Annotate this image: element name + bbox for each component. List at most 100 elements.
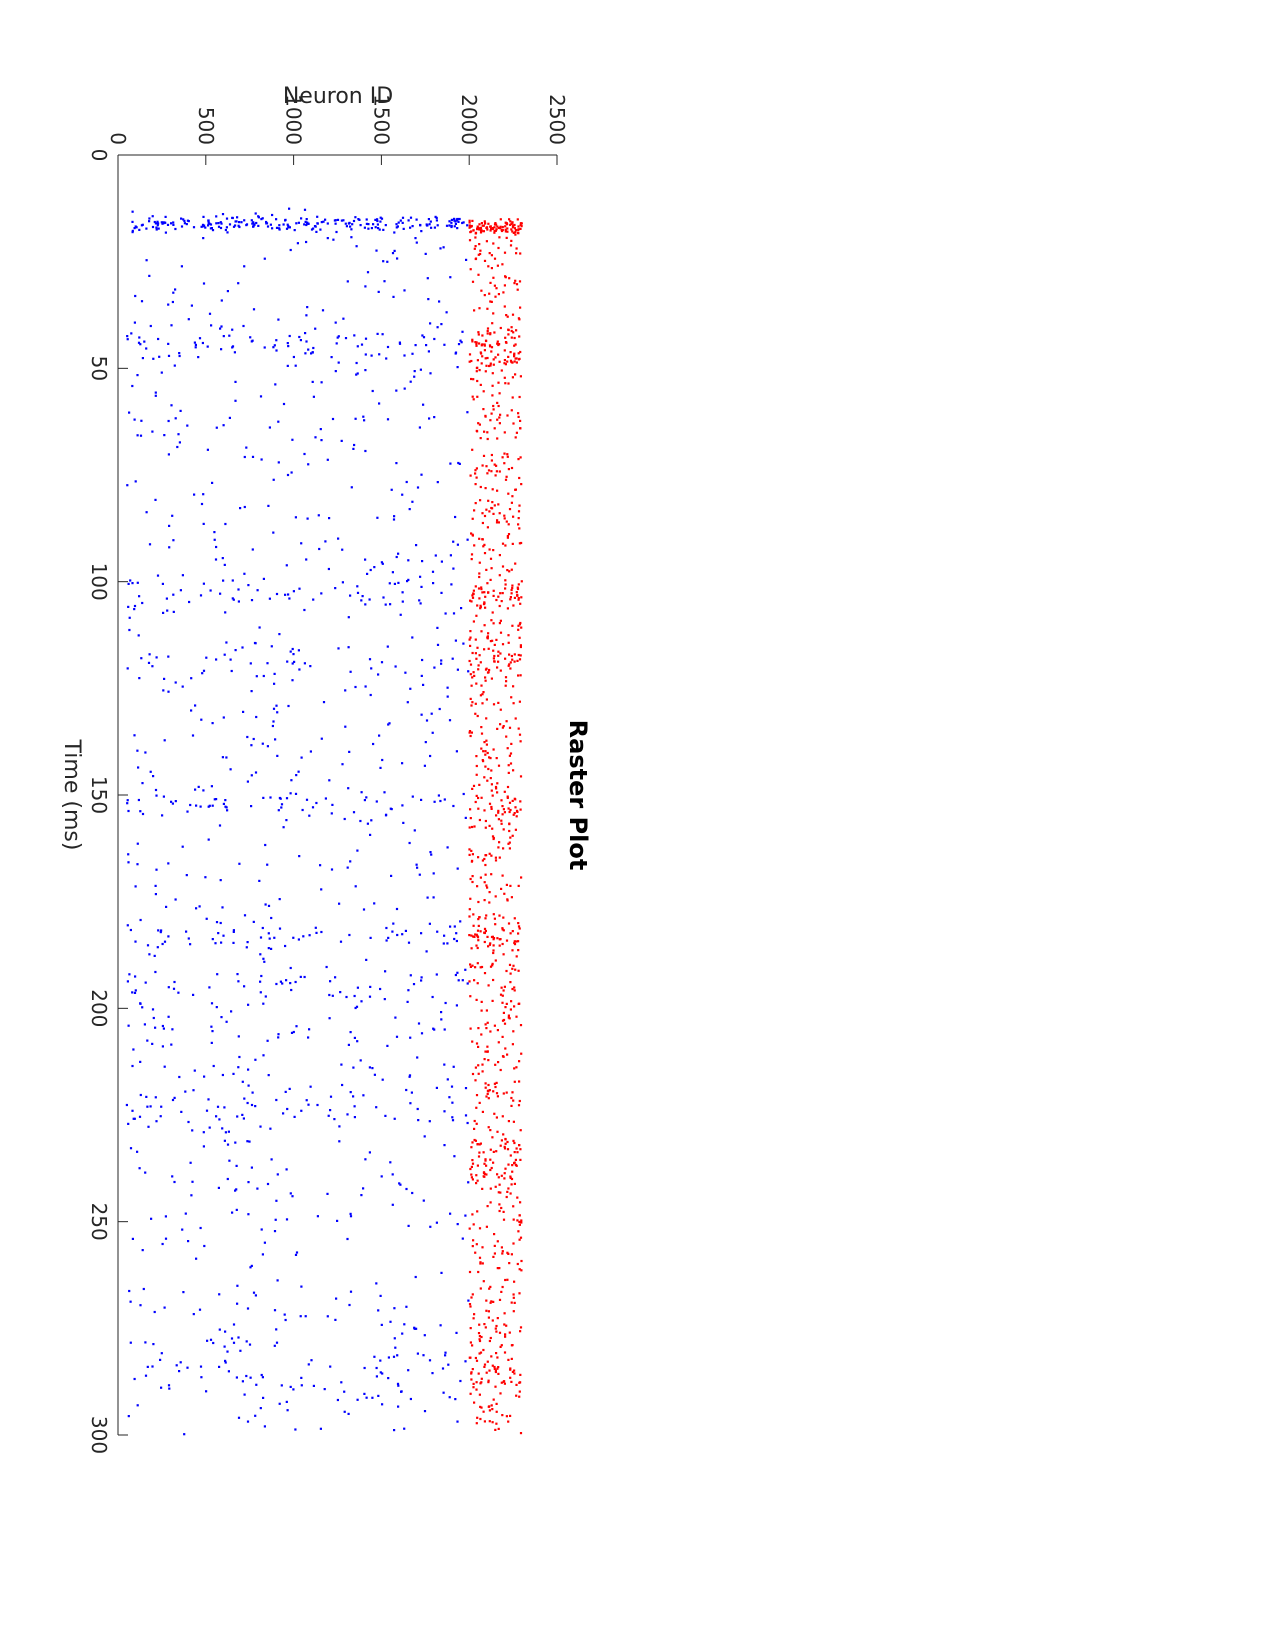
spike-point [517,415,520,418]
spike-point [266,1182,270,1186]
spike-point [483,931,486,934]
spike-point [415,241,418,244]
spike-point [493,504,496,507]
spike-point [365,958,368,961]
spike-point [511,584,514,587]
spike-point [519,1148,522,1151]
spike-point [187,318,190,321]
spike-point [336,218,340,222]
spike-point [362,419,366,422]
spike-point [494,1428,497,1432]
spike-point [497,654,500,657]
spike-point [518,395,521,399]
spike-point [517,1002,520,1005]
spike-point [285,1218,289,1221]
spike-point [483,222,487,225]
spike-point [500,799,503,802]
spike-point [127,1122,130,1126]
spike-point [429,220,432,223]
spike-point [505,475,508,478]
spike-point [507,523,510,526]
spike-point [235,1164,238,1168]
spike-point [518,1099,521,1103]
spike-point [514,279,517,282]
spike-point [185,223,188,226]
spike-point [204,876,207,879]
spike-point [168,1387,171,1390]
spike-point [375,1282,378,1285]
spike-point [206,1339,209,1342]
spike-point [433,800,436,803]
spike-point [181,1228,184,1231]
spike-point [210,1002,214,1005]
spike-point [506,785,510,789]
spike-point [131,220,134,224]
spike-point [411,352,414,355]
spike-point [486,632,490,635]
spike-point [486,1092,489,1096]
spike-point [270,1158,273,1161]
spike-point [162,689,165,692]
spike-point [499,326,502,330]
spike-point [481,1063,484,1066]
spike-point [472,1401,476,1404]
spike-point [501,225,504,229]
spike-point [496,1367,499,1370]
spike-point [371,742,375,746]
spike-point [297,221,300,224]
spike-point [462,642,465,645]
spike-point [167,935,170,938]
spike-point [248,1140,251,1143]
spike-point [476,1210,479,1213]
spike-point [501,263,504,266]
spike-point [479,352,483,355]
spike-point [508,1017,511,1020]
spike-point [484,917,487,920]
spike-point [458,217,461,221]
spike-point [352,219,356,223]
spike-point [380,1175,383,1178]
spike-point [477,1072,480,1075]
spike-point [406,1000,409,1003]
spike-point [425,950,428,953]
spike-point [299,1315,302,1318]
spike-point [378,353,381,356]
spike-point [461,221,464,225]
spike-point [341,548,344,551]
spike-point [141,223,144,226]
spike-point [144,751,147,754]
spike-point [493,463,496,466]
spike-point [512,964,515,967]
spike-point [187,1240,190,1243]
spike-point [319,864,322,867]
spike-point [503,1382,506,1385]
spike-point [484,1050,487,1053]
spike-point [510,742,513,745]
spike-point [475,370,478,373]
spike-point [197,785,200,788]
spike-point [512,1162,516,1165]
spike-point [484,1159,487,1162]
spike-point [303,975,306,979]
spike-point [478,818,481,822]
spike-point [195,907,198,910]
spike-point [450,221,453,224]
spike-point [492,358,495,361]
spike-point [503,1323,506,1326]
spike-point [307,1036,310,1039]
spike-point [407,578,410,581]
spike-point [503,1145,506,1149]
spike-point [419,932,423,935]
spike-point [359,819,362,823]
spike-point [280,1384,283,1387]
spike-point [241,1380,244,1383]
spike-point [419,602,422,605]
spike-point [205,656,208,659]
spike-point [194,343,197,346]
spike-point [324,540,327,543]
spike-point [468,980,471,983]
spike-point [425,719,429,722]
spike-point [368,1151,371,1154]
spike-point [469,1305,472,1308]
